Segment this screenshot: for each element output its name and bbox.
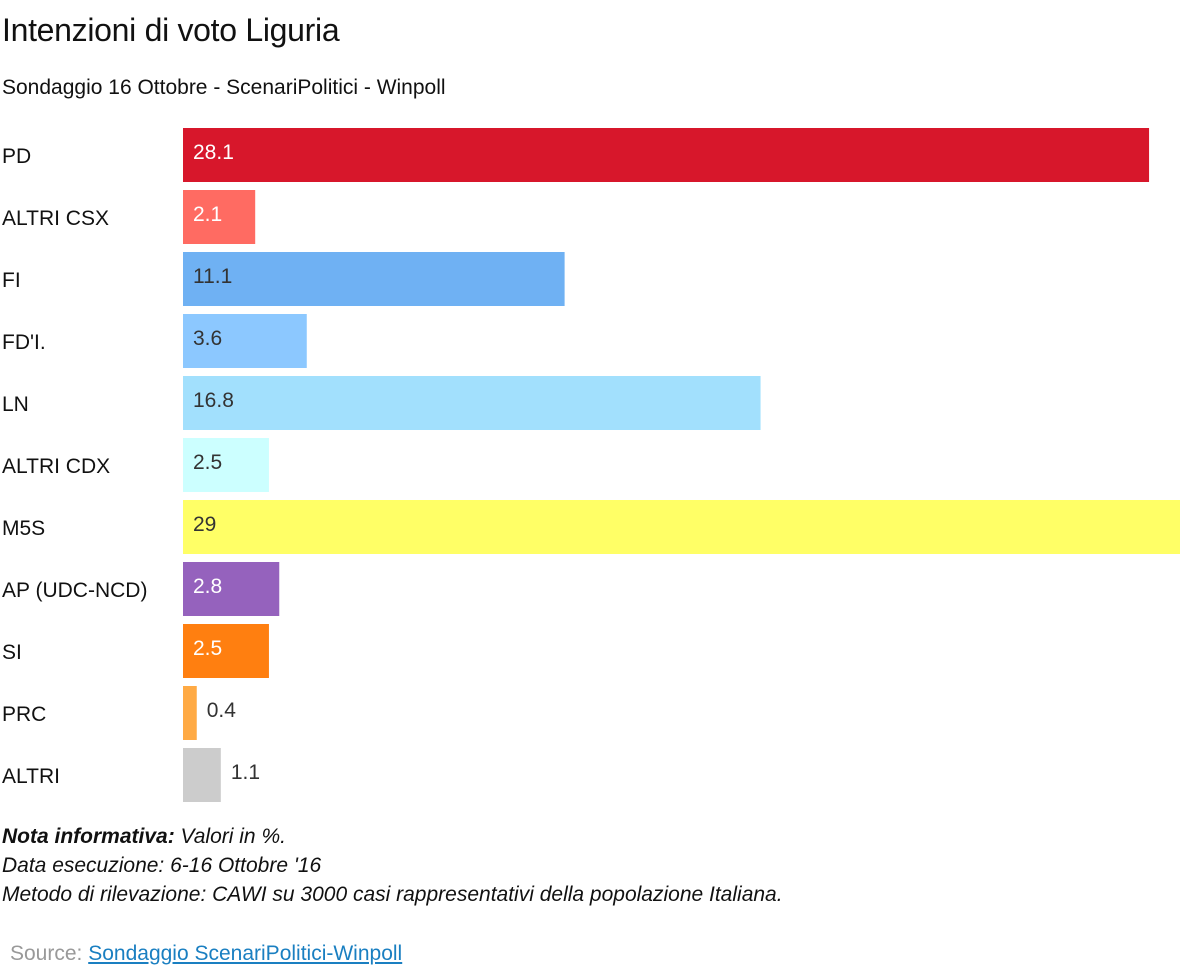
notes-line3: Metodo di rilevazione: CAWI su 3000 casi…	[2, 883, 783, 906]
category-label: ALTRI	[2, 765, 60, 788]
category-label: FD'I.	[2, 331, 46, 354]
bar-value-label: 2.5	[193, 637, 222, 660]
bar	[183, 376, 761, 430]
bar	[183, 748, 221, 802]
category-label: FI	[2, 269, 21, 292]
source-link[interactable]: Sondaggio ScenariPolitici-Winpoll	[88, 942, 403, 965]
bar-value-label: 3.6	[193, 327, 222, 350]
bar-value-label: 0.4	[207, 699, 237, 722]
bar	[183, 686, 197, 740]
source-label: Source:	[10, 942, 89, 965]
bar	[183, 252, 565, 306]
notes-line1: Valori in %.	[174, 825, 286, 848]
bar	[183, 500, 1180, 554]
bar-value-label: 2.1	[193, 203, 222, 226]
bar	[183, 128, 1150, 182]
bar-chart: PD 28.1 ALTRI CSX 2.1 FI 11.1 FD'I. 3.6 LN 16.8 AL…	[2, 128, 1180, 802]
notes-label: Nota informativa:	[2, 825, 175, 848]
bar	[183, 190, 256, 244]
chart-title: Intenzioni di voto Liguria	[2, 12, 340, 48]
category-label: LN	[2, 393, 29, 416]
source-line: Source: Sondaggio ScenariPolitici-Winpol…	[10, 942, 402, 966]
bar-value-label: 1.1	[231, 761, 260, 784]
bar-value-label: 28.1	[193, 141, 234, 164]
bar	[183, 438, 269, 492]
category-label: ALTRI CDX	[2, 455, 110, 478]
category-label: AP (UDC-NCD)	[2, 579, 147, 602]
bar	[183, 562, 280, 616]
bar	[183, 314, 307, 368]
category-label: ALTRI CSX	[2, 207, 109, 230]
bar	[183, 624, 269, 678]
bar-value-label: 29	[193, 513, 216, 536]
bar-value-label: 11.1	[193, 265, 232, 288]
bar-value-label: 16.8	[193, 389, 234, 412]
category-label: PD	[2, 145, 31, 168]
category-label: PRC	[2, 703, 46, 726]
category-label: SI	[2, 641, 22, 664]
category-label: M5S	[2, 517, 45, 540]
notes-line2: Data esecuzione: 6-16 Ottobre '16	[2, 854, 322, 877]
bar-value-label: 2.8	[193, 575, 222, 598]
chart-subtitle: Sondaggio 16 Ottobre - ScenariPolitici -…	[2, 76, 446, 99]
notes-block: Nota informativa: Valori in %. Data esec…	[2, 822, 783, 909]
bar-value-label: 2.5	[193, 451, 222, 474]
